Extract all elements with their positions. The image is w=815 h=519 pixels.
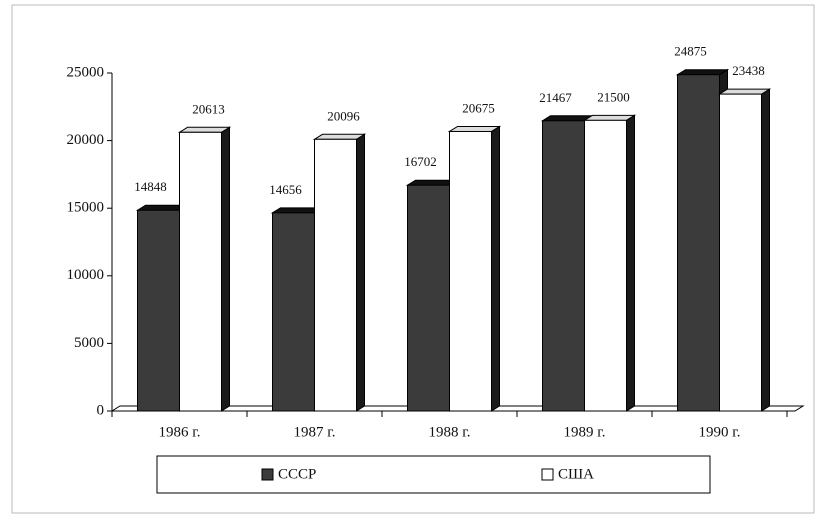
- bar: [717, 88, 772, 412]
- bar-face: [677, 74, 720, 412]
- legend-swatch: [261, 468, 274, 481]
- value-label: 24875: [674, 44, 707, 59]
- x-tick-label: 1989 г.: [564, 424, 606, 440]
- bar-face: [719, 93, 762, 412]
- value-label: 21500: [597, 89, 630, 104]
- value-label: 16702: [404, 154, 437, 169]
- bar-face: [179, 131, 222, 412]
- y-tick-label: 10000: [67, 267, 105, 283]
- bar-face: [447, 125, 502, 132]
- value-label: 23438: [732, 63, 765, 78]
- bar: [312, 133, 367, 412]
- x-tick-label: 1990 г.: [699, 424, 741, 440]
- bar-face: [582, 114, 637, 121]
- bar-face: [407, 184, 450, 412]
- bar-face: [717, 88, 772, 95]
- bar-face: [314, 138, 357, 412]
- bar-face: [761, 88, 770, 412]
- bar-face: [221, 126, 230, 412]
- value-label: 14848: [134, 179, 167, 194]
- legend-box: [156, 455, 711, 494]
- bar-face: [137, 209, 180, 412]
- bar-face: [491, 125, 500, 412]
- y-tick-label: 0: [97, 402, 105, 418]
- value-label: 21467: [539, 90, 572, 105]
- y-tick-label: 15000: [67, 200, 105, 216]
- bar-face: [449, 130, 492, 412]
- bar: [582, 114, 637, 412]
- bar: [447, 125, 502, 412]
- bar-face: [312, 133, 367, 140]
- bar-face: [272, 212, 315, 412]
- frame: [11, 4, 815, 514]
- y-tick-label: 5000: [74, 335, 104, 351]
- x-tick-label: 1986 г.: [159, 424, 201, 440]
- bar-face: [542, 120, 585, 412]
- value-label: 20675: [462, 100, 495, 115]
- y-tick-label: 25000: [67, 64, 105, 80]
- bar: [177, 126, 232, 412]
- value-label: 20096: [327, 108, 360, 123]
- legend-swatch: [541, 468, 554, 481]
- value-label: 14656: [269, 182, 302, 197]
- x-tick-label: 1988 г.: [429, 424, 471, 440]
- bar-face: [584, 119, 627, 412]
- bar-face: [675, 69, 730, 76]
- legend-label: США: [558, 466, 594, 482]
- bar-face: [356, 133, 365, 412]
- legend-label: СССР: [278, 466, 316, 482]
- x-tick-label: 1987 г.: [294, 424, 336, 440]
- bar-face: [626, 114, 635, 412]
- y-tick-label: 20000: [67, 132, 105, 148]
- value-label: 20613: [192, 101, 225, 116]
- bar-face: [177, 126, 232, 133]
